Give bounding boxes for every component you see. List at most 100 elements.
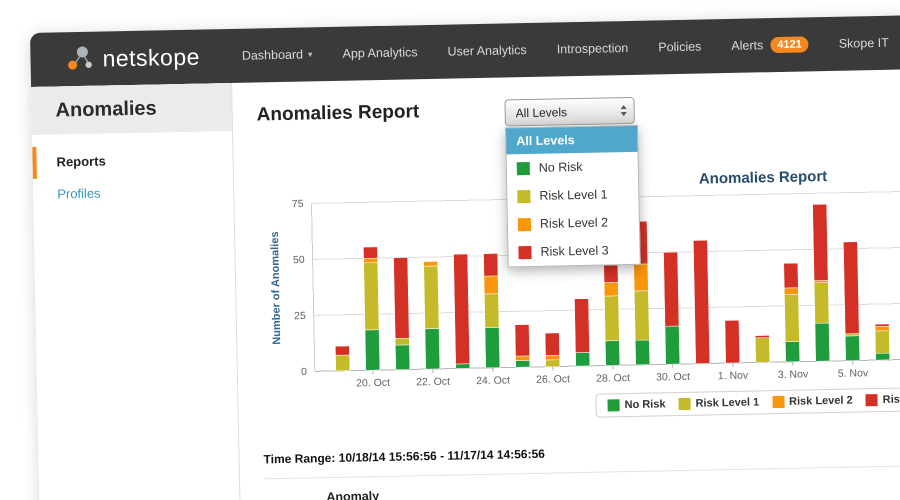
bar-segment[interactable] [423, 261, 439, 267]
dropdown-item-risk-level-2[interactable]: Risk Level 2 [508, 208, 640, 239]
bar-segment[interactable] [484, 327, 501, 369]
bar-segment[interactable] [784, 294, 800, 342]
dropdown-item-label: No Risk [538, 159, 583, 175]
risk-level-select[interactable]: All Levels [504, 96, 635, 127]
x-tick-label: 28. Oct [596, 372, 630, 385]
dropdown-item-all-levels[interactable]: All Levels [506, 125, 638, 155]
bar-segment[interactable] [635, 339, 651, 366]
bar-segment[interactable] [455, 363, 471, 369]
alerts-count-badge: 4121 [770, 36, 809, 54]
bar-segment[interactable] [875, 352, 890, 361]
nav-app-analytics[interactable]: App Analytics [342, 45, 418, 61]
bar-segment[interactable] [814, 322, 830, 362]
bar-segment[interactable] [605, 340, 621, 366]
y-tick-label: 25 [294, 310, 306, 322]
bar-segment[interactable] [844, 335, 860, 361]
bar-segment[interactable] [453, 253, 470, 365]
bar-segment[interactable] [812, 203, 829, 281]
app-window: netskope Dashboard ▾ App Analytics User … [30, 15, 900, 500]
bar-segment[interactable] [603, 282, 619, 297]
nav-skope-it[interactable]: Skope IT [838, 35, 889, 51]
bar-segment[interactable] [755, 337, 771, 363]
bar-segment[interactable] [754, 335, 770, 339]
bar-segment[interactable] [364, 329, 381, 371]
bar-segment[interactable] [574, 298, 590, 353]
bar-segment[interactable] [843, 241, 860, 335]
legend-item[interactable]: Risk Level 1 [678, 396, 759, 411]
sidebar-item-profiles[interactable]: Profiles [57, 185, 101, 202]
bar-segment[interactable] [363, 257, 378, 264]
dropdown-item-risk-level-3[interactable]: Risk Level 3 [508, 236, 640, 267]
risk-level-2-swatch [517, 217, 532, 231]
bar-segment[interactable] [603, 264, 619, 283]
bar-segment[interactable] [693, 239, 711, 364]
anomalies-stacked-bar-chart: 0 25 50 75 20. Oct 22. Oct 24. Oct 26. Oct 28. O… [269, 168, 900, 390]
bar-segment[interactable] [783, 262, 799, 289]
nav-policies[interactable]: Policies [658, 39, 702, 55]
bar-segment[interactable] [634, 290, 650, 341]
bar-segment[interactable] [363, 246, 378, 259]
bar-segment[interactable] [874, 325, 890, 332]
legend-swatch [772, 395, 785, 409]
risk-level-3-swatch [518, 245, 532, 259]
x-tick-label: 5. Nov [838, 367, 869, 380]
bar-segment[interactable] [483, 253, 499, 277]
bar-segment[interactable] [724, 320, 741, 364]
bar-segment[interactable] [515, 360, 531, 368]
dropdown-item-label: Risk Level 3 [540, 243, 609, 259]
sidebar-item-reports[interactable]: Reports [32, 142, 233, 179]
anomaly-table-header: Anomaly [263, 465, 900, 500]
bar-segment[interactable] [874, 323, 890, 327]
dropdown-item-no-risk[interactable]: No Risk [507, 152, 639, 183]
legend-label: Risk Level 3 [882, 393, 900, 406]
bar-segment[interactable] [874, 330, 890, 354]
bar-segment[interactable] [545, 359, 561, 367]
legend-item[interactable]: No Risk [607, 398, 666, 412]
bar-segment[interactable] [663, 251, 680, 327]
legend-item[interactable]: Risk Level 2 [772, 395, 853, 409]
bar-segment[interactable] [335, 354, 351, 372]
bar-segment[interactable] [335, 345, 350, 356]
chart-title: Anomalies Report [699, 168, 828, 188]
x-tick-label: 24. Oct [476, 374, 510, 387]
bar-segment[interactable] [484, 293, 500, 328]
nav-introspection[interactable]: Introspection [556, 40, 629, 57]
main-content: Anomalies Report All Levels All Levels N… [231, 69, 900, 500]
bar-segment[interactable] [604, 295, 620, 342]
y-tick-label: 75 [292, 198, 304, 210]
bar-segment[interactable] [633, 263, 649, 292]
bar-segment[interactable] [395, 344, 411, 370]
bar-segment[interactable] [664, 325, 681, 365]
bar-segment[interactable] [363, 262, 380, 331]
bar-segment[interactable] [423, 265, 440, 330]
anomaly-column-header: Anomaly [326, 489, 380, 500]
bar-segment[interactable] [483, 275, 499, 295]
bar-segment[interactable] [545, 354, 560, 361]
nav-dashboard[interactable]: Dashboard ▾ [242, 47, 313, 63]
bar-segment[interactable] [813, 282, 830, 324]
bar-segment[interactable] [544, 332, 560, 356]
legend-label: Risk Level 2 [788, 394, 853, 408]
bar-segment[interactable] [424, 328, 441, 370]
nav-alerts-label: Alerts [731, 38, 764, 53]
bar-segment[interactable] [394, 337, 410, 346]
legend-item[interactable]: Risk Level 3 [865, 393, 900, 407]
nav-alerts[interactable]: Alerts 4121 [731, 36, 809, 54]
y-axis-title: Number of Anomalies [269, 231, 283, 344]
sidebar-title: Anomalies [31, 82, 233, 135]
dropdown-item-label: Risk Level 2 [539, 215, 609, 231]
bar-segment[interactable] [785, 341, 801, 363]
nav-user-analytics[interactable]: User Analytics [447, 43, 527, 59]
bar-segment[interactable] [515, 355, 530, 361]
x-tick-label: 20. Oct [356, 377, 390, 390]
legend-swatch [678, 397, 691, 411]
bar-segment[interactable] [393, 257, 410, 339]
x-tick-label: 1. Nov [718, 370, 749, 383]
bar-segment[interactable] [784, 287, 799, 295]
legend-swatch [865, 394, 878, 407]
dropdown-item-risk-level-1[interactable]: Risk Level 1 [507, 180, 639, 211]
bar-segment[interactable] [575, 352, 591, 367]
x-tick-label: 22. Oct [416, 376, 450, 389]
bar-segment[interactable] [514, 324, 530, 357]
netskope-logo[interactable]: netskope [30, 42, 200, 75]
